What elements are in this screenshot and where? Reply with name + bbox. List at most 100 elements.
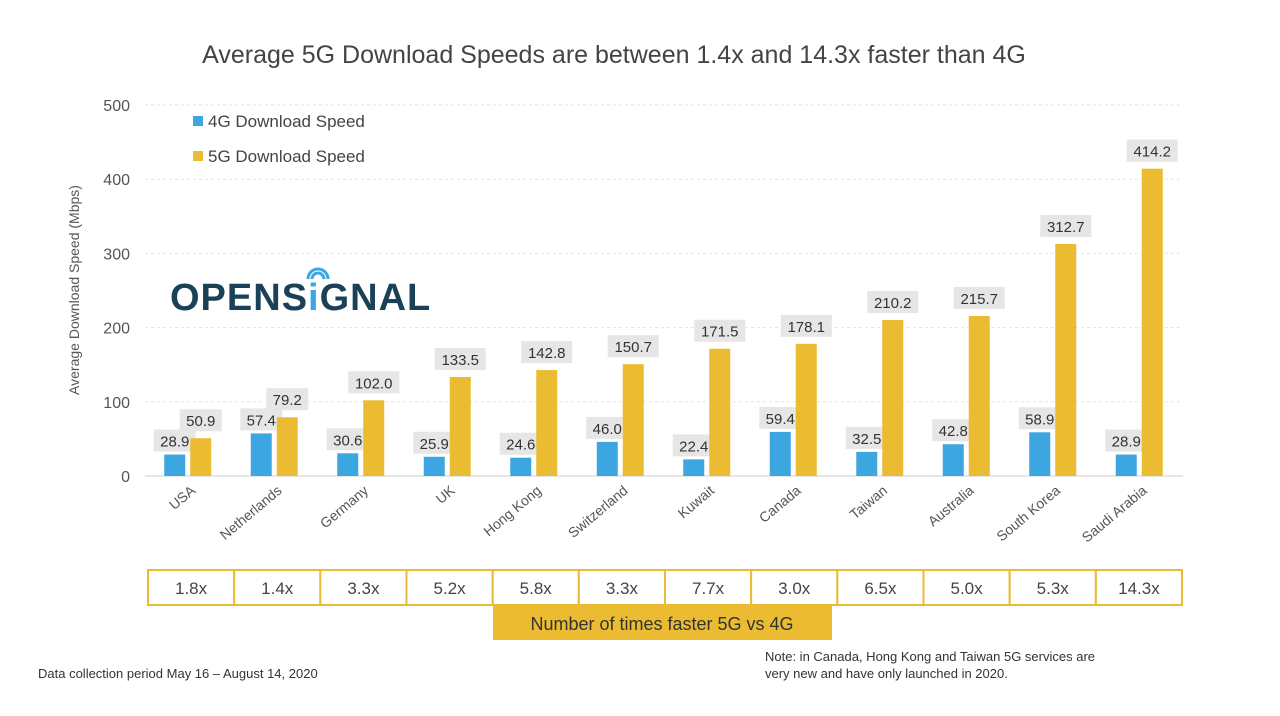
legend: 4G Download Speed 5G Download Speed	[193, 112, 365, 166]
data-label: 57.4	[247, 412, 276, 429]
data-label: 50.9	[186, 413, 215, 430]
ratio-value: 3.0x	[778, 579, 811, 598]
ratio-value: 3.3x	[606, 579, 639, 598]
data-label-bg	[672, 434, 715, 457]
data-label-bg	[780, 314, 832, 337]
x-tick-label: Switzerland	[565, 482, 631, 541]
data-label-bg	[867, 291, 919, 314]
data-label: 32.5	[852, 431, 881, 448]
ratio-value: 1.4x	[261, 579, 294, 598]
bar-5g	[449, 376, 471, 476]
data-label-bg	[153, 429, 196, 452]
data-label: 59.4	[766, 411, 795, 428]
data-label: 210.2	[874, 295, 912, 312]
bar-5g	[968, 315, 990, 476]
bar-5g	[709, 348, 731, 476]
data-label-bg	[413, 431, 456, 454]
y-tick-label: 200	[103, 321, 130, 338]
data-label-bg	[240, 408, 283, 431]
data-label-bg	[1126, 139, 1178, 162]
bar-4g	[250, 433, 272, 476]
bar-4g	[596, 441, 618, 476]
x-tick-label: Saudi Arabia	[1079, 482, 1150, 545]
data-label-bg	[759, 406, 802, 429]
ratio-cell	[922, 569, 1011, 606]
ratio-value: 5.8x	[520, 579, 553, 598]
bar-4g	[337, 453, 359, 476]
data-label-bg	[1040, 214, 1092, 237]
x-tick-label: Germany	[317, 482, 371, 531]
data-label: 28.9	[160, 434, 189, 451]
svg-text:OPENSiGNAL: OPENSiGNAL	[170, 277, 431, 319]
data-label-bg	[932, 419, 975, 442]
x-tick-label: Canada	[756, 482, 804, 526]
bar-4g	[1029, 432, 1051, 476]
ratio-cell	[750, 569, 839, 606]
x-tick-label: UK	[432, 482, 458, 507]
y-axis-label: Average Download Speed (Mbps)	[66, 185, 82, 395]
ratio-cell	[491, 569, 580, 606]
bar-5g	[363, 400, 385, 476]
ratio-value: 3.3x	[347, 579, 380, 598]
bar-5g	[190, 438, 212, 476]
data-label-bg	[586, 416, 629, 439]
data-label: 25.9	[420, 436, 449, 453]
data-label-bg	[266, 388, 309, 411]
legend-label: 5G Download Speed	[208, 147, 365, 166]
bar-4g	[423, 456, 445, 476]
bar-4g	[769, 431, 791, 476]
x-tick-label: South Korea	[993, 482, 1063, 544]
data-label: 215.7	[960, 291, 998, 308]
data-label-bg	[607, 335, 659, 358]
data-label-bg	[845, 426, 888, 449]
ratio-value: 14.3x	[1118, 579, 1160, 598]
data-label: 58.9	[1025, 411, 1054, 428]
data-label: 28.9	[1112, 434, 1141, 451]
x-tick-label: Australia	[925, 482, 977, 529]
data-label-bg	[953, 286, 1005, 309]
x-tick-label: Kuwait	[675, 482, 718, 521]
bar-4g	[1115, 454, 1137, 476]
bar-5g	[536, 370, 558, 476]
legend-swatch	[193, 151, 203, 161]
ratio-value: 5.2x	[434, 579, 467, 598]
ratio-cell	[577, 569, 666, 606]
bar-5g	[622, 364, 644, 476]
y-tick-label: 500	[103, 98, 130, 115]
bar-4g	[510, 457, 532, 476]
ratio-cell	[147, 569, 236, 606]
ratio-cell	[664, 569, 753, 606]
ratio-value: 7.7x	[692, 579, 725, 598]
data-label-bg	[499, 432, 542, 455]
data-label-bg	[348, 371, 400, 394]
data-label: 22.4	[679, 438, 708, 455]
data-label: 133.5	[441, 352, 479, 369]
data-label: 102.0	[355, 375, 393, 392]
opensignal-logo: OPENSiGNAL	[170, 267, 431, 319]
ratio-value: 1.8x	[175, 579, 208, 598]
x-tick-label: Taiwan	[846, 482, 890, 522]
data-label: 30.6	[333, 432, 362, 449]
legend-label: 4G Download Speed	[208, 112, 365, 131]
y-tick-label: 300	[103, 246, 130, 263]
data-label: 414.2	[1133, 144, 1171, 161]
data-label-bg	[434, 347, 486, 370]
data-label: 178.1	[787, 319, 825, 336]
bar-4g	[164, 454, 186, 476]
x-tick-label: Netherlands	[217, 482, 285, 543]
data-label-bg	[1018, 407, 1061, 430]
data-label-bg	[1105, 429, 1148, 452]
data-label: 142.8	[528, 345, 566, 362]
ratio-label: Number of times faster 5G vs 4G	[530, 614, 793, 634]
data-label: 46.0	[593, 421, 622, 438]
data-label: 171.5	[701, 324, 739, 341]
ratio-cell	[1094, 569, 1184, 606]
ratio-value: 5.3x	[1037, 579, 1070, 598]
x-tick-label: Hong Kong	[480, 482, 544, 539]
bar-5g	[276, 417, 298, 476]
footer-note-line1: Note: in Canada, Hong Kong and Taiwan 5G…	[765, 649, 1095, 664]
ratio-cell	[836, 569, 925, 606]
data-label: 312.7	[1047, 219, 1085, 236]
